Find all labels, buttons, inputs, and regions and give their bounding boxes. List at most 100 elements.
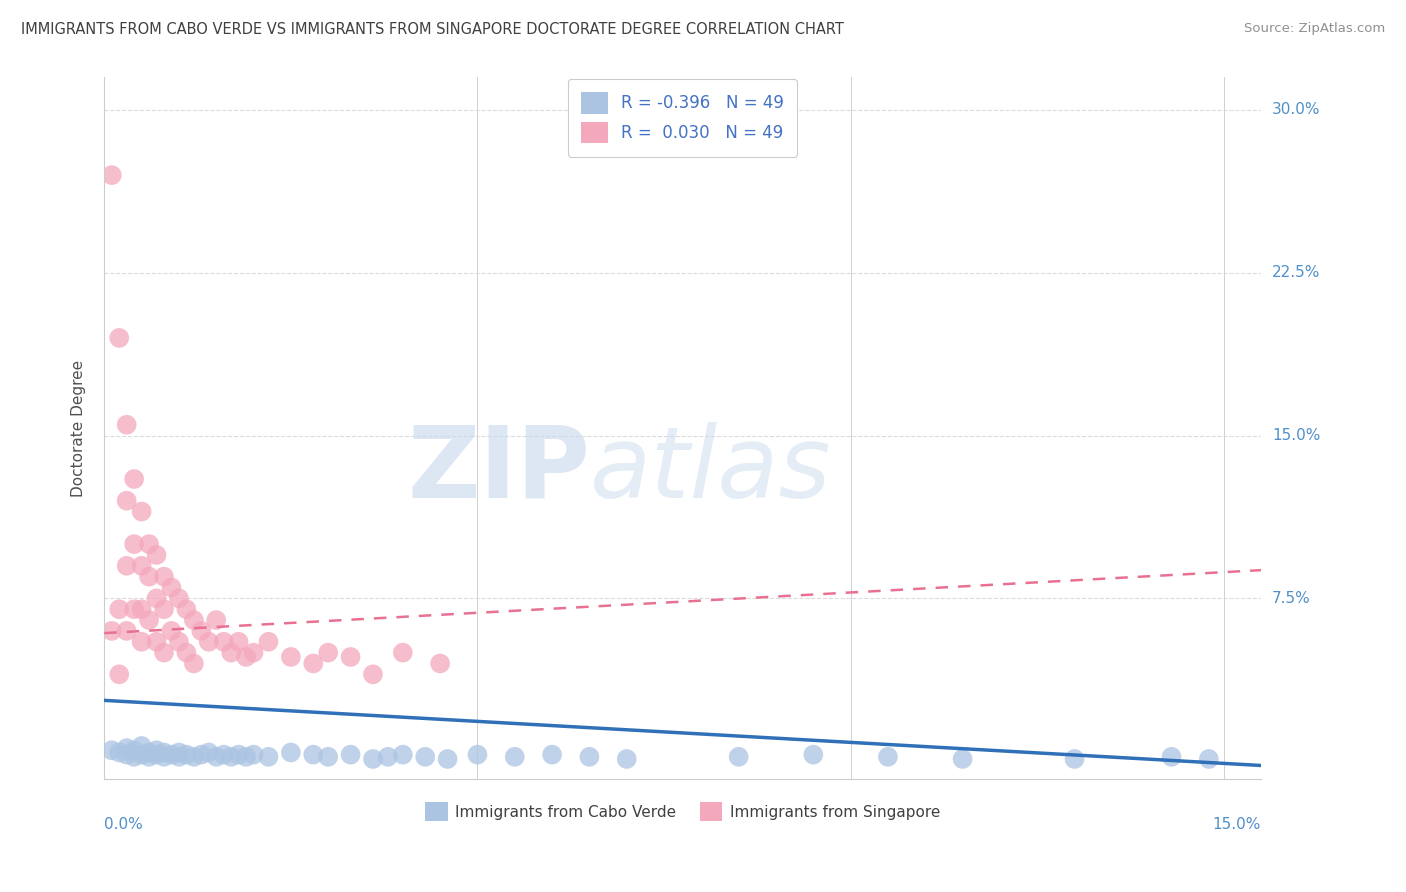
Point: [467, 747, 489, 762]
Point: [877, 749, 900, 764]
Point: [727, 749, 749, 764]
Point: [429, 657, 451, 671]
Text: IMMIGRANTS FROM CABO VERDE VS IMMIGRANTS FROM SINGAPORE DOCTORATE DEGREE CORRELA: IMMIGRANTS FROM CABO VERDE VS IMMIGRANTS…: [21, 22, 844, 37]
Point: [578, 749, 600, 764]
Point: [205, 749, 228, 764]
Point: [167, 749, 190, 764]
Point: [219, 646, 242, 660]
Point: [160, 581, 183, 595]
Point: [122, 537, 145, 551]
Point: [131, 558, 153, 573]
Point: [108, 667, 131, 681]
Point: [100, 624, 122, 638]
Point: [183, 613, 205, 627]
Point: [145, 743, 167, 757]
Point: [138, 613, 160, 627]
Point: [153, 646, 176, 660]
Point: [176, 602, 198, 616]
Point: [302, 747, 325, 762]
Y-axis label: Doctorate Degree: Doctorate Degree: [72, 359, 86, 497]
Point: [160, 624, 183, 638]
Text: 22.5%: 22.5%: [1272, 265, 1320, 280]
Point: [242, 646, 264, 660]
Point: [115, 558, 138, 573]
Point: [131, 602, 153, 616]
Point: [153, 746, 176, 760]
Text: ZIP: ZIP: [408, 422, 591, 518]
Point: [242, 747, 264, 762]
Point: [138, 746, 160, 760]
Point: [131, 747, 153, 762]
Point: [108, 331, 131, 345]
Point: [197, 746, 219, 760]
Text: 7.5%: 7.5%: [1272, 591, 1310, 606]
Point: [302, 657, 325, 671]
Point: [190, 747, 212, 762]
Point: [1160, 749, 1182, 764]
Point: [339, 747, 361, 762]
Point: [153, 602, 176, 616]
Point: [122, 602, 145, 616]
Point: [183, 749, 205, 764]
Point: [212, 747, 235, 762]
Point: [280, 746, 302, 760]
Point: [1198, 752, 1220, 766]
Point: [131, 739, 153, 753]
Point: [122, 472, 145, 486]
Point: [145, 548, 167, 562]
Text: 0.0%: 0.0%: [104, 817, 143, 832]
Point: [235, 749, 257, 764]
Text: 30.0%: 30.0%: [1272, 103, 1320, 118]
Point: [153, 749, 176, 764]
Point: [205, 613, 228, 627]
Point: [361, 752, 384, 766]
Point: [115, 624, 138, 638]
Point: [122, 749, 145, 764]
Text: Source: ZipAtlas.com: Source: ZipAtlas.com: [1244, 22, 1385, 36]
Point: [228, 634, 250, 648]
Point: [145, 747, 167, 762]
Point: [413, 749, 436, 764]
Point: [377, 749, 399, 764]
Point: [153, 569, 176, 583]
Text: 15.0%: 15.0%: [1213, 817, 1261, 832]
Text: atlas: atlas: [591, 422, 832, 518]
Point: [145, 634, 167, 648]
Point: [115, 741, 138, 756]
Text: 15.0%: 15.0%: [1272, 428, 1320, 443]
Point: [316, 749, 339, 764]
Point: [280, 650, 302, 665]
Point: [392, 747, 415, 762]
Point: [541, 747, 564, 762]
Point: [392, 646, 415, 660]
Point: [361, 667, 384, 681]
Point: [131, 504, 153, 518]
Point: [100, 743, 122, 757]
Point: [316, 646, 339, 660]
Point: [235, 650, 257, 665]
Point: [176, 646, 198, 660]
Point: [197, 634, 219, 648]
Point: [228, 747, 250, 762]
Point: [138, 749, 160, 764]
Point: [257, 749, 280, 764]
Point: [115, 493, 138, 508]
Point: [145, 591, 167, 606]
Point: [108, 602, 131, 616]
Point: [616, 752, 638, 766]
Point: [257, 634, 280, 648]
Point: [190, 624, 212, 638]
Point: [219, 749, 242, 764]
Point: [952, 752, 974, 766]
Point: [183, 657, 205, 671]
Point: [1063, 752, 1085, 766]
Point: [212, 634, 235, 648]
Legend: Immigrants from Cabo Verde, Immigrants from Singapore: Immigrants from Cabo Verde, Immigrants f…: [419, 796, 946, 827]
Point: [503, 749, 526, 764]
Point: [167, 746, 190, 760]
Point: [339, 650, 361, 665]
Point: [115, 417, 138, 432]
Point: [100, 168, 122, 182]
Point: [160, 747, 183, 762]
Point: [801, 747, 824, 762]
